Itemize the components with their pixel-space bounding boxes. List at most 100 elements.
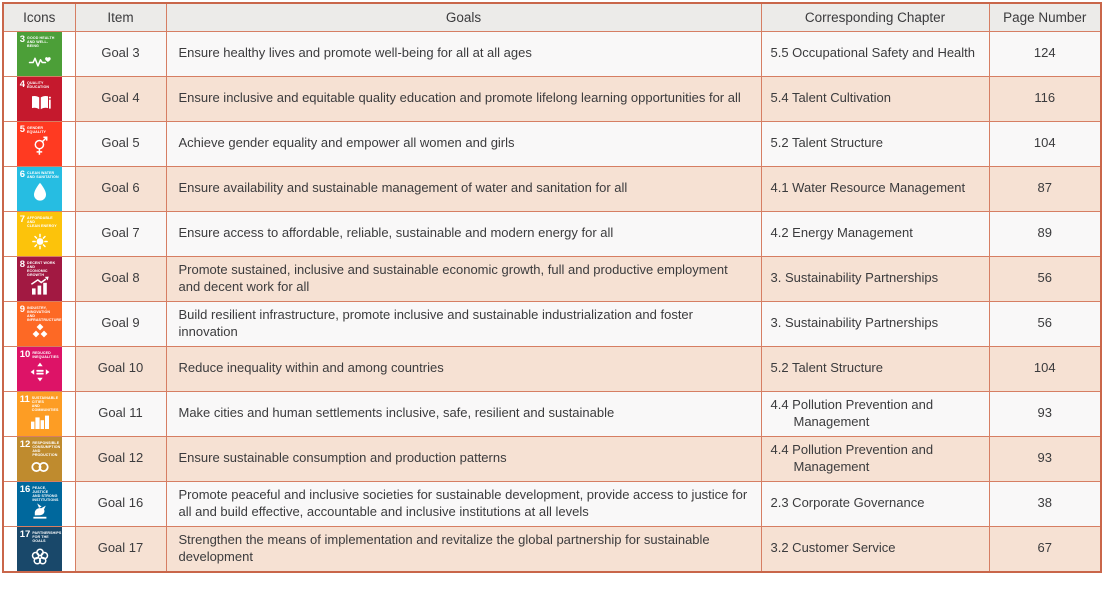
sdg-goal-16-tile: 16 PEACE, JUSTICE AND STRONG INSTITUTIONS [16, 481, 62, 526]
page-number-cell: 89 [988, 210, 1102, 257]
item-cell: Goal 9 [74, 300, 167, 347]
chapter-text: 3. Sustainability Partnerships [770, 270, 939, 286]
goal-text-cell: Ensure sustainable consumption and produ… [165, 435, 762, 482]
sdg-goal-12-tile: 12 RESPONSIBLE CONSUMPTION AND PRODUCTION [16, 436, 62, 481]
goal-text-cell: Ensure healthy lives and promote well-be… [165, 30, 762, 77]
tile-goal-number: 16 [19, 483, 31, 495]
header-row: Icons Item Goals Corresponding Chapter P… [2, 2, 1102, 32]
table-row-goal-12: 12 RESPONSIBLE CONSUMPTION AND PRODUCTION… [2, 435, 1102, 482]
tile-goal-number: 12 [19, 438, 31, 450]
page-number-cell: 93 [988, 390, 1102, 437]
chapter-cell: 5.5 Occupational Safety and Health [760, 30, 990, 77]
chapter-cell: 4.4 Pollution Prevention and Management [760, 435, 990, 482]
tile-goal-title: AFFORDABLE AND CLEAN ENERGY [27, 215, 57, 229]
chapter-cell: 4.1 Water Resource Management [760, 165, 990, 212]
chapter-cell: 5.2 Talent Structure [760, 345, 990, 392]
tile-goal-title: GENDER EQUALITY [27, 125, 47, 134]
sdg-goal-11-tile: 11 SUSTAINABLE CITIES AND COMMUNITIES [16, 391, 62, 436]
sdg-goal-8-tile: 8 DECENT WORK AND ECONOMIC GROWTH [16, 256, 62, 301]
column-header-goals: Goals [165, 2, 762, 32]
goal-text-cell: Strengthen the means of implementation a… [165, 525, 762, 572]
sdg-goal-7-tile: 7 AFFORDABLE AND CLEAN ENERGY [16, 211, 62, 256]
icon-cell: 5 GENDER EQUALITY [2, 120, 76, 167]
item-cell: Goal 10 [74, 345, 167, 392]
tile-header: 16 PEACE, JUSTICE AND STRONG INSTITUTIONS [19, 483, 60, 502]
tile-goal-number: 10 [19, 348, 31, 360]
sdg-goal-17-tile: 17 PARTNERSHIPS FOR THE GOALS [16, 526, 62, 571]
tile-goal-number: 11 [19, 393, 30, 405]
chapter-cell: 3. Sustainability Partnerships [760, 255, 990, 302]
sdg-goal-10-tile: 10 REDUCED INEQUALITIES [16, 346, 62, 391]
tile-header: 7 AFFORDABLE AND CLEAN ENERGY [19, 213, 60, 229]
item-cell: Goal 3 [74, 30, 167, 77]
tile-goal-number: 8 [19, 258, 26, 270]
page-number-cell: 67 [988, 525, 1102, 572]
tile-goal-number: 4 [19, 78, 26, 90]
page-number-cell: 56 [988, 255, 1102, 302]
tile-goal-number: 9 [19, 303, 26, 315]
goal-text-cell: Achieve gender equality and empower all … [165, 120, 762, 167]
sdg-goal-6-tile: 6 CLEAN WATER AND SANITATION [16, 166, 62, 211]
item-cell: Goal 11 [74, 390, 167, 437]
gender-equality-icon [28, 135, 52, 159]
chapter-cell: 3. Sustainability Partnerships [760, 300, 990, 347]
item-cell: Goal 16 [74, 480, 167, 527]
chapter-text: 4.1 Water Resource Management [770, 180, 966, 196]
sdg-goal-4-tile: 4 QUALITY EDUCATION [16, 76, 62, 121]
column-header-corresponding-chapter: Corresponding Chapter [760, 2, 990, 32]
chapter-text: 5.2 Talent Structure [770, 135, 884, 151]
chapter-text: 5.5 Occupational Safety and Health [770, 45, 976, 61]
tile-header: 11 SUSTAINABLE CITIES AND COMMUNITIES [19, 393, 60, 412]
table-row-goal-17: 17 PARTNERSHIPS FOR THE GOALS Goal 17 Stren… [2, 525, 1102, 572]
column-header-page-number: Page Number [988, 2, 1102, 32]
sdg-index-table: Icons Item Goals Corresponding Chapter P… [2, 2, 1102, 573]
chapter-text: 4.2 Energy Management [770, 225, 913, 241]
water-drop-icon [28, 180, 52, 204]
column-header-item: Item [74, 2, 167, 32]
tile-header: 5 GENDER EQUALITY [20, 124, 60, 135]
goal-text-cell: Promote sustained, inclusive and sustain… [165, 255, 762, 302]
page-number-cell: 56 [988, 300, 1102, 347]
page-number-cell: 87 [988, 165, 1102, 212]
chapter-cell: 2.3 Corporate Governance [760, 480, 990, 527]
goal-text-cell: Reduce inequality within and among count… [165, 345, 762, 392]
table-row-goal-8: 8 DECENT WORK AND ECONOMIC GROWTH Goal 8 Pr… [2, 255, 1102, 302]
icon-cell: 8 DECENT WORK AND ECONOMIC GROWTH [2, 255, 76, 302]
tile-header: 9 INDUSTRY, INNOVATION AND INFRASTRUCTURE [19, 303, 62, 322]
tile-goal-title: PARTNERSHIPS FOR THE GOALS [32, 530, 62, 544]
chapter-text: 3. Sustainability Partnerships [770, 315, 939, 331]
page-number-cell: 38 [988, 480, 1102, 527]
tile-header: 8 DECENT WORK AND ECONOMIC GROWTH [19, 258, 60, 277]
item-cell: Goal 4 [74, 75, 167, 122]
sdg-goal-3-tile: 3 GOOD HEALTH AND WELL-BEING [16, 31, 62, 76]
table-row-goal-9: 9 INDUSTRY, INNOVATION AND INFRASTRUCTURE… [2, 300, 1102, 347]
table-body: 3 GOOD HEALTH AND WELL-BEING Goal 3 Ensure … [2, 30, 1102, 572]
tile-goal-title: INDUSTRY, INNOVATION AND INFRASTRUCTURE [27, 305, 62, 323]
sdg-goal-9-tile: 9 INDUSTRY, INNOVATION AND INFRASTRUCTURE [16, 301, 62, 346]
table-row-goal-11: 11 SUSTAINABLE CITIES AND COMMUNITIES Goal… [2, 390, 1102, 437]
chapter-cell: 4.4 Pollution Prevention and Management [760, 390, 990, 437]
item-cell: Goal 17 [74, 525, 167, 572]
column-header-icons: Icons [2, 2, 76, 32]
page-number-cell: 116 [988, 75, 1102, 122]
table-row-goal-4: 4 QUALITY EDUCATION Goal 4 Ensure inclusive… [2, 75, 1102, 122]
tile-goal-number: 7 [19, 213, 26, 225]
page-number-cell: 124 [988, 30, 1102, 77]
table-row-goal-10: 10 REDUCED INEQUALITIES Goal 10 Reduce ineq… [2, 345, 1102, 392]
tile-goal-number: 3 [19, 33, 26, 45]
table-row-goal-16: 16 PEACE, JUSTICE AND STRONG INSTITUTIONS… [2, 480, 1102, 527]
chapter-text: 4.4 Pollution Prevention and Management [770, 441, 934, 474]
item-cell: Goal 6 [74, 165, 167, 212]
table-row-goal-6: 6 CLEAN WATER AND SANITATION Goal 6 Ensure … [2, 165, 1102, 212]
item-cell: Goal 8 [74, 255, 167, 302]
tile-header: 4 QUALITY EDUCATION [19, 78, 60, 90]
item-cell: Goal 5 [74, 120, 167, 167]
goal-text-cell: Ensure inclusive and equitable quality e… [165, 75, 762, 122]
item-cell: Goal 7 [74, 210, 167, 257]
tile-goal-title: REDUCED INEQUALITIES [32, 350, 59, 359]
icon-cell: 9 INDUSTRY, INNOVATION AND INFRASTRUCTURE [2, 300, 76, 347]
icon-cell: 3 GOOD HEALTH AND WELL-BEING [2, 30, 76, 77]
icon-cell: 10 REDUCED INEQUALITIES [2, 345, 76, 392]
table-row-goal-7: 7 AFFORDABLE AND CLEAN ENERGY Goal 7 Ensure… [2, 210, 1102, 257]
page-number-cell: 93 [988, 435, 1102, 482]
